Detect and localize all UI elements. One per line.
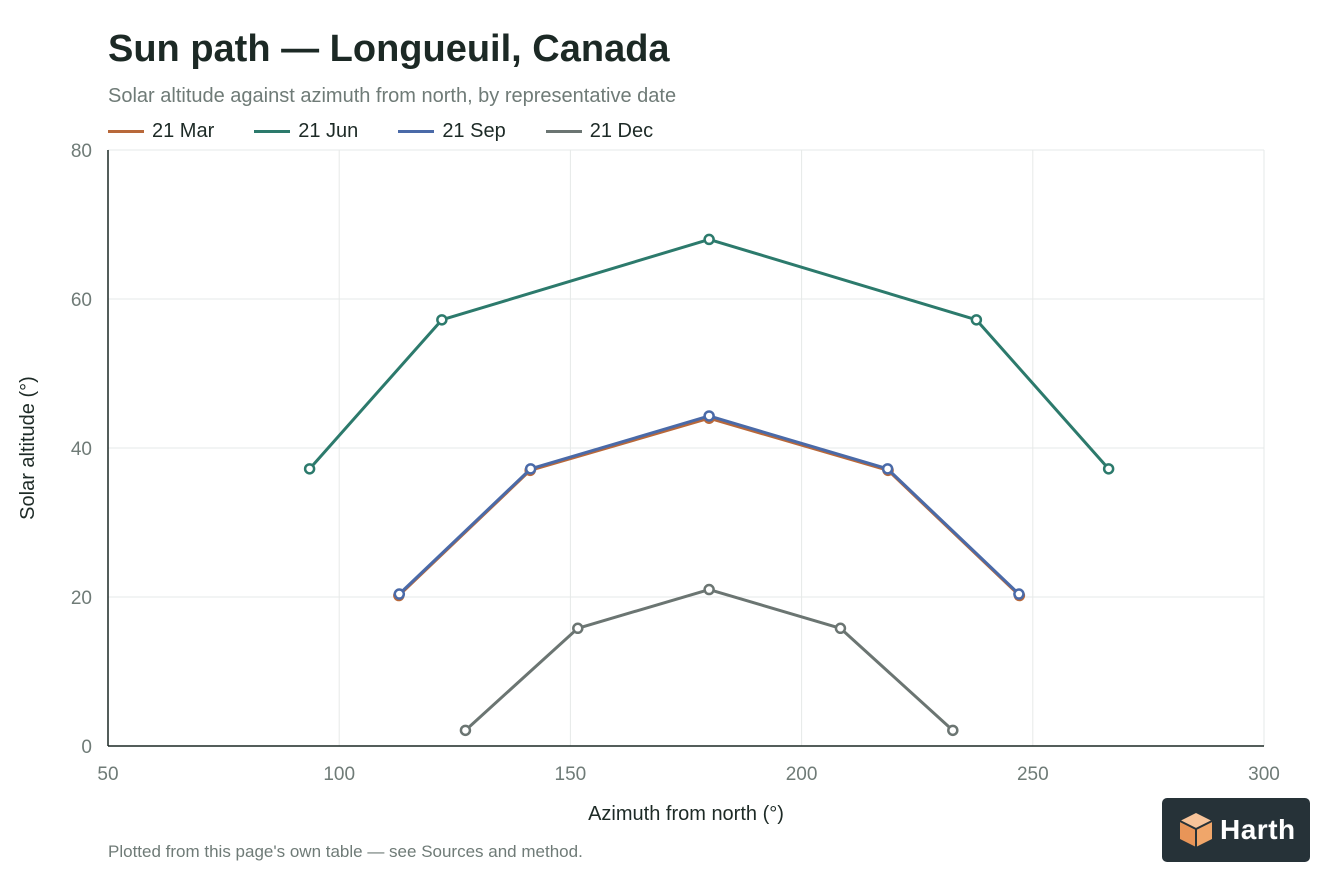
data-point-21-jun — [436, 314, 448, 326]
cube-icon — [1179, 813, 1213, 847]
y-tick-label: 40 — [71, 439, 92, 460]
data-point-21-sep — [881, 463, 894, 475]
x-tick-label: 300 — [1248, 764, 1280, 785]
legend-label: 21 Sep — [442, 120, 506, 142]
x-tick-label: 200 — [786, 764, 818, 785]
data-point-21-dec — [703, 583, 715, 596]
legend-swatch — [398, 130, 435, 133]
harth-logo[interactable]: Harth — [1162, 798, 1310, 862]
data-point-21-dec — [459, 724, 472, 737]
x-axis-title: Azimuth from north (°) — [588, 803, 784, 825]
data-point-21-jun — [303, 463, 316, 475]
legend-item-21-sep[interactable]: 21 Sep — [398, 120, 506, 143]
legend-item-21-mar[interactable]: 21 Mar — [108, 120, 214, 143]
series-line-21-sep — [398, 414, 1020, 596]
legend-swatch — [254, 130, 291, 133]
legend-item-21-jun[interactable]: 21 Jun — [254, 120, 358, 143]
y-tick-label: 0 — [81, 737, 92, 758]
footnote: Plotted from this page's own table — see… — [108, 842, 583, 861]
legend-label: 21 Mar — [152, 120, 215, 142]
data-point-21-sep — [524, 463, 537, 475]
x-tick-label: 100 — [323, 764, 355, 785]
legend-swatch — [108, 130, 144, 133]
x-tick-label: 250 — [1017, 764, 1049, 785]
data-point-21-sep — [703, 410, 715, 422]
data-point-21-dec — [947, 724, 959, 737]
y-axis-title: Solar altitude (°) — [17, 376, 39, 520]
series-line-21-dec — [464, 588, 954, 732]
x-tick-label: 50 — [97, 764, 118, 785]
y-tick-label: 80 — [71, 141, 92, 162]
data-point-21-jun — [703, 233, 715, 246]
series-line-21-jun — [308, 237, 1110, 470]
logo-text: Harth — [1220, 814, 1296, 845]
data-point-21-dec — [572, 622, 584, 635]
legend-label: 21 Jun — [298, 120, 359, 142]
data-point-21-dec — [834, 622, 847, 635]
y-tick-label: 60 — [71, 290, 92, 311]
data-point-21-sep — [1013, 588, 1025, 600]
x-tick-label: 150 — [555, 764, 587, 785]
legend: 21 Mar 21 Jun 21 Sep 21 Dec — [108, 120, 693, 143]
chart-subtitle: Solar altitude against azimuth from nort… — [108, 85, 677, 107]
legend-item-21-dec[interactable]: 21 Dec — [545, 120, 654, 143]
data-point-21-sep — [393, 588, 406, 600]
legend-swatch — [545, 130, 582, 133]
y-tick-label: 20 — [71, 588, 92, 609]
data-point-21-jun — [970, 314, 983, 326]
chart-title: Sun path — Longueuil, Canada — [108, 28, 670, 70]
legend-label: 21 Dec — [589, 120, 654, 142]
data-point-21-jun — [1102, 463, 1115, 475]
